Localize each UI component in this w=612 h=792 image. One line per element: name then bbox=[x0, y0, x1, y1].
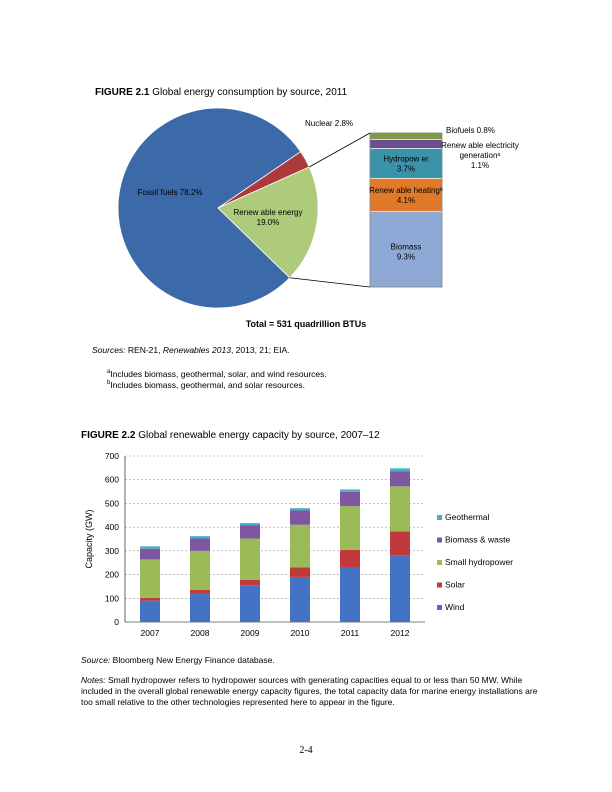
figure-2-2-caption: Global renewable energy capacity by sour… bbox=[135, 430, 380, 441]
bar-segment-solar-2009 bbox=[240, 580, 260, 586]
figure-2-1-sources: Sources: REN-21, Renewables 2013, 2013, … bbox=[92, 345, 290, 356]
bar-segment-biomass-waste-2008 bbox=[190, 538, 210, 551]
bar-segment-solar-2007 bbox=[140, 597, 160, 601]
breakdown-label-renewable-electricity: Renew able electricity generationᵃ 1.1% bbox=[441, 141, 519, 170]
connector-top bbox=[309, 132, 371, 168]
bar-segment-solar-2011 bbox=[340, 549, 360, 567]
sources-label: Sources: bbox=[92, 345, 126, 355]
figure-2-2-number: FIGURE 2.2 bbox=[81, 430, 136, 441]
breakdown-label-biomass: Biomass 9.3% bbox=[391, 242, 422, 261]
y-tick-label: 200 bbox=[105, 570, 119, 580]
pie-label-fossil-fuels: Fossil fuels 78.2% bbox=[138, 188, 203, 197]
sources-text-2: , 2013, 21; EIA. bbox=[230, 345, 290, 355]
sources-italic: Renewables 2013 bbox=[162, 345, 231, 355]
page-number: 2-4 bbox=[299, 745, 313, 756]
y-tick-label: 500 bbox=[105, 498, 119, 508]
legend-swatch bbox=[437, 605, 442, 610]
breakdown-label-biofuels: Biofuels 0.8% bbox=[446, 126, 495, 135]
footnote-b-text: Includes biomass, geothermal, and solar … bbox=[110, 379, 305, 390]
legend-label: Geothermal bbox=[445, 512, 490, 522]
y-axis-label: Capacity (GW) bbox=[84, 509, 94, 568]
connector-bottom bbox=[289, 277, 371, 288]
notes-label: Notes: bbox=[81, 675, 106, 685]
legend-label: Wind bbox=[445, 602, 465, 612]
y-tick-label: 300 bbox=[105, 546, 119, 556]
legend-label: Biomass & waste bbox=[445, 535, 510, 545]
legend-swatch bbox=[437, 582, 442, 588]
y-tick-label: 700 bbox=[105, 451, 119, 461]
pie-label-renewable: Renew able energy 19.0% bbox=[234, 208, 303, 227]
footnote-b-mark: b bbox=[107, 380, 111, 386]
bar-segment-wind-2007 bbox=[140, 600, 160, 622]
pie-total: Total = 531 quadrillion BTUs bbox=[245, 319, 367, 329]
pie-slice-fossil-fuels bbox=[117, 107, 302, 309]
y-tick-label: 600 bbox=[105, 475, 119, 485]
breakdown-biofuels bbox=[369, 132, 443, 140]
breakdown-label-renewable-heating: Renew able heatingᵇ 4.1% bbox=[369, 186, 443, 205]
figure-2-1-caption: Global energy consumption by source, 201… bbox=[149, 87, 348, 98]
bar-segment-wind-2009 bbox=[240, 585, 260, 622]
breakdown-renewable-electricity bbox=[369, 139, 443, 149]
bar-segment-biomass-waste-2009 bbox=[240, 525, 260, 539]
bar-segment-small-hydropower-2010 bbox=[290, 524, 310, 568]
bar-chart: 0 100 200 300 400 500 600 700 Capacity (GW) 2007 2… bbox=[84, 451, 513, 638]
bar-segment-biomass-waste-2010 bbox=[290, 510, 310, 525]
bar-segment-small-hydropower-2012 bbox=[390, 486, 410, 532]
bar-segment-small-hydropower-2008 bbox=[190, 550, 210, 590]
x-tick-label: 2009 bbox=[241, 628, 260, 638]
figure-2-2-notes: Notes: Small hydropower refers to hydrop… bbox=[81, 675, 541, 708]
x-tick-label: 2008 bbox=[191, 628, 210, 638]
x-tick-label: 2010 bbox=[291, 628, 310, 638]
sources-text: REN-21, bbox=[125, 345, 163, 355]
bar-segment-wind-2011 bbox=[340, 566, 360, 622]
bar-segment-solar-2008 bbox=[190, 589, 210, 594]
pie-slice-renewable bbox=[217, 166, 319, 279]
bar-segment-geothermal-2007 bbox=[140, 546, 160, 549]
figure-2-1-title: FIGURE 2.1 Global energy consumption by … bbox=[95, 87, 347, 98]
pie-label-nuclear: Nuclear 2.8% bbox=[305, 119, 353, 128]
figure-2-2-source: Source: Bloomberg New Energy Finance dat… bbox=[81, 655, 275, 666]
breakdown-label-hydropower: Hydropow er 3.7% bbox=[383, 154, 429, 173]
legend-swatch bbox=[437, 515, 442, 520]
figure-2-2-title: FIGURE 2.2 Global renewable energy capac… bbox=[81, 430, 380, 441]
bar-segment-geothermal-2012 bbox=[390, 468, 410, 472]
x-tick-label: 2007 bbox=[141, 628, 160, 638]
bar-segment-geothermal-2011 bbox=[340, 489, 360, 492]
legend-swatch bbox=[437, 537, 442, 543]
bar-segment-wind-2008 bbox=[190, 593, 210, 622]
bar-segment-small-hydropower-2011 bbox=[340, 506, 360, 550]
footnote-b: bIncludes biomass, geothermal, and solar… bbox=[107, 378, 305, 391]
x-tick-label: 2011 bbox=[341, 628, 360, 638]
footnote-a-mark: a bbox=[107, 369, 111, 375]
bar-segment-geothermal-2009 bbox=[240, 523, 260, 526]
source-label: Source: bbox=[81, 655, 111, 665]
bar-segment-biomass-waste-2007 bbox=[140, 548, 160, 560]
notes-text: Small hydropower refers to hydropower so… bbox=[81, 675, 538, 707]
bar-segment-solar-2012 bbox=[390, 531, 410, 556]
bar-segment-small-hydropower-2009 bbox=[240, 538, 260, 581]
y-tick-label: 400 bbox=[105, 522, 119, 532]
legend-swatch bbox=[437, 560, 442, 565]
pie-chart: Fossil fuels 78.2% Nuclear 2.8% Renew able… bbox=[117, 107, 519, 309]
bar-segment-small-hydropower-2007 bbox=[140, 559, 160, 598]
source-text: Bloomberg New Energy Finance database. bbox=[110, 655, 275, 665]
y-tick-label: 0 bbox=[114, 617, 119, 627]
figure-2-1-number: FIGURE 2.1 bbox=[95, 87, 150, 98]
bar-segment-biomass-waste-2012 bbox=[390, 471, 410, 487]
bar-segment-geothermal-2010 bbox=[290, 508, 310, 511]
y-tick-label: 100 bbox=[105, 593, 119, 603]
footnote-a-text: Includes biomass, geothermal, solar, and… bbox=[110, 368, 327, 379]
legend-label: Small hydropower bbox=[445, 557, 513, 567]
breakdown-renewable-heating bbox=[369, 178, 443, 212]
bar-segment-geothermal-2008 bbox=[190, 536, 210, 539]
bar-segment-biomass-waste-2011 bbox=[340, 491, 360, 507]
breakdown-hydropower bbox=[369, 148, 443, 179]
bar-segment-wind-2010 bbox=[290, 576, 310, 622]
bar-segment-wind-2012 bbox=[390, 555, 410, 622]
breakdown-frame bbox=[369, 132, 443, 288]
x-tick-label: 2012 bbox=[391, 628, 410, 638]
footnote-a: aIncludes biomass, geothermal, solar, an… bbox=[107, 367, 327, 380]
legend-label: Solar bbox=[445, 580, 465, 590]
bar-segment-solar-2010 bbox=[290, 567, 310, 577]
